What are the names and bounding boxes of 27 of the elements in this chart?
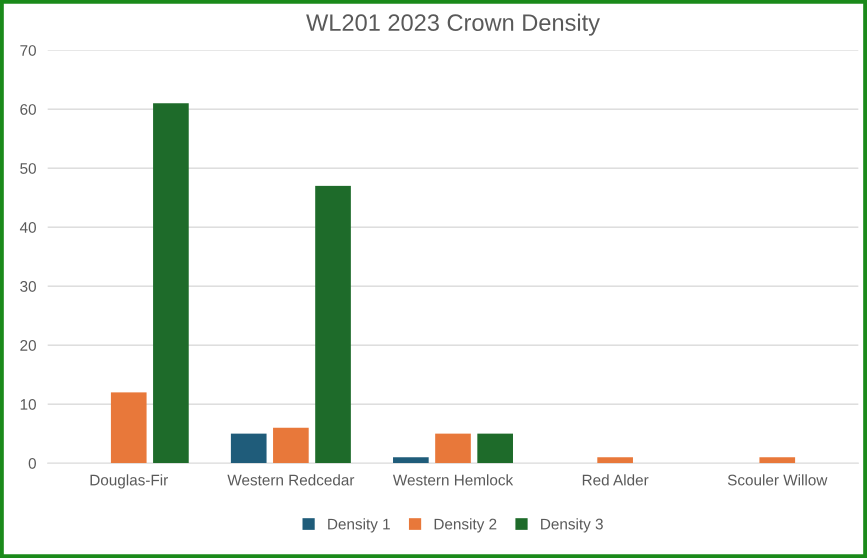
y-tick-label: 20 — [20, 340, 36, 351]
legend-label: Density 3 — [541, 518, 603, 533]
bar — [230, 434, 267, 464]
bar — [153, 103, 189, 464]
bar — [110, 392, 147, 464]
legend-label: Density 1 — [328, 518, 390, 533]
x-tick-label: Douglas-Fir — [90, 474, 168, 488]
y-tick-label: 70 — [20, 45, 36, 56]
y-tick-label: 60 — [20, 104, 36, 115]
chart-title: WL201 2023 Crown Density — [306, 14, 600, 36]
x-tick-label: Western Redcedar — [227, 474, 354, 486]
y-tick-label: 0 — [28, 458, 36, 469]
x-tick-label: Scouler Willow — [728, 474, 828, 486]
x-tick-label: Western Hemlock — [392, 474, 514, 486]
bar — [393, 457, 429, 464]
bar — [435, 434, 471, 464]
legend-label: Density 2 — [434, 518, 496, 533]
bar — [597, 457, 633, 464]
bar — [273, 428, 309, 464]
x-tick-label: Red Alder — [582, 474, 648, 486]
y-tick-label: 30 — [20, 281, 36, 292]
y-tick-label: 40 — [20, 222, 36, 233]
bar — [759, 457, 796, 464]
bar — [315, 186, 351, 464]
y-tick-label: 50 — [20, 163, 36, 174]
bar — [477, 434, 513, 464]
y-tick-label: 10 — [20, 399, 36, 410]
